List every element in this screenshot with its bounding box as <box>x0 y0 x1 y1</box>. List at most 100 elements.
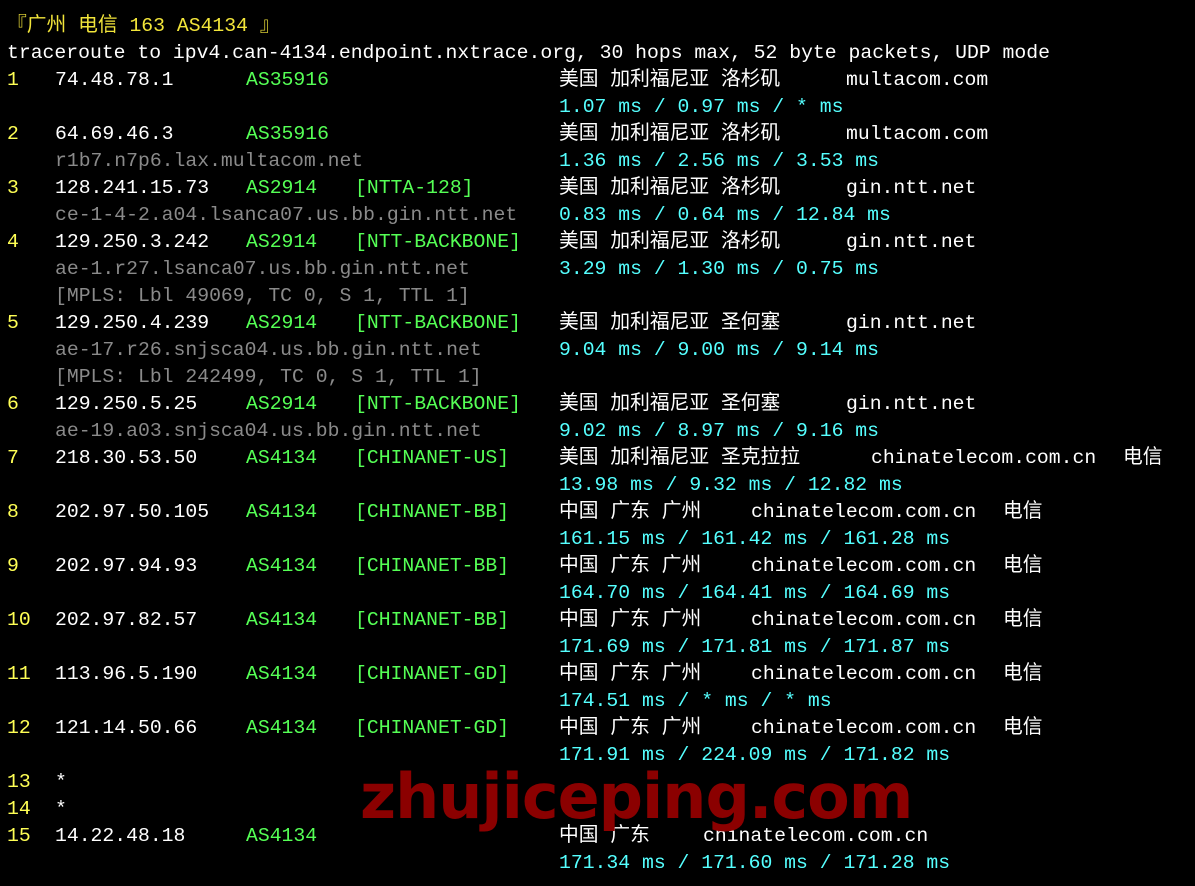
hop-asn: AS4134 <box>246 825 318 847</box>
hop-org-domain: gin.ntt.net <box>846 312 977 334</box>
hop-ip: 113.96.5.190 <box>55 663 198 685</box>
hop-org-domain: chinatelecom.com.cn <box>871 447 1097 469</box>
hop-asn: AS4134 <box>246 447 318 469</box>
hop-number: 4 <box>7 231 19 253</box>
hop-reverse-dns: ae-19.a03.snjsca04.us.bb.gin.ntt.net <box>55 420 482 442</box>
hop-number: 12 <box>7 717 31 739</box>
hop-number: 3 <box>7 177 19 199</box>
hop-isp: 电信 <box>1003 555 1043 577</box>
hop-isp: 电信 <box>1003 609 1043 631</box>
hop-rtt: 9.02 ms / 8.97 ms / 9.16 ms <box>559 420 880 442</box>
hop-rtt: 171.91 ms / 224.09 ms / 171.82 ms <box>559 744 951 766</box>
hop-org-domain: chinatelecom.com.cn <box>751 717 977 739</box>
hop-network-tag: [NTTA-128] <box>355 177 474 199</box>
hop-geo-location: 中国 广东 广州 <box>559 555 702 577</box>
hop-rtt: 1.36 ms / 2.56 ms / 3.53 ms <box>559 150 880 172</box>
hop-asn: AS2914 <box>246 393 318 415</box>
hop-isp: 电信 <box>1003 663 1043 685</box>
hop-network-tag: [CHINANET-BB] <box>355 501 510 523</box>
hop-ip: 202.97.94.93 <box>55 555 198 577</box>
hop-number: 8 <box>7 501 19 523</box>
hop-rtt: 13.98 ms / 9.32 ms / 12.82 ms <box>559 474 903 496</box>
hop-org-domain: chinatelecom.com.cn <box>751 501 977 523</box>
hop-asn: AS4134 <box>246 501 318 523</box>
hop-asn: AS2914 <box>246 231 318 253</box>
hop-rtt: 3.29 ms / 1.30 ms / 0.75 ms <box>559 258 880 280</box>
hop-geo-location: 美国 加利福尼亚 圣克拉拉 <box>559 447 800 469</box>
hop-ip: 202.97.82.57 <box>55 609 198 631</box>
hop-number: 15 <box>7 825 31 847</box>
hop-asn: AS4134 <box>246 555 318 577</box>
hop-rtt: 171.34 ms / 171.60 ms / 171.28 ms <box>559 852 951 874</box>
watermark: zhujiceping.com <box>360 760 913 833</box>
hop-rtt: 9.04 ms / 9.00 ms / 9.14 ms <box>559 339 880 361</box>
hop-number: 11 <box>7 663 31 685</box>
hop-network-tag: [CHINANET-GD] <box>355 717 510 739</box>
hop-geo-location: 美国 加利福尼亚 洛杉矶 <box>559 69 781 91</box>
hop-ip: 64.69.46.3 <box>55 123 174 145</box>
hop-geo-location: 美国 加利福尼亚 洛杉矶 <box>559 123 781 145</box>
hop-reverse-dns: ae-17.r26.snjsca04.us.bb.gin.ntt.net <box>55 339 482 361</box>
hop-asn: AS2914 <box>246 312 318 334</box>
hop-mpls-label: [MPLS: Lbl 49069, TC 0, S 1, TTL 1] <box>55 285 470 307</box>
hop-number: 6 <box>7 393 19 415</box>
hop-ip: * <box>55 771 67 793</box>
hop-geo-location: 美国 加利福尼亚 圣何塞 <box>559 312 781 334</box>
hop-reverse-dns: ae-1.r27.lsanca07.us.bb.gin.ntt.net <box>55 258 470 280</box>
hop-network-tag: [NTT-BACKBONE] <box>355 312 521 334</box>
hop-rtt: 1.07 ms / 0.97 ms / * ms <box>559 96 844 118</box>
hop-reverse-dns: ce-1-4-2.a04.lsanca07.us.bb.gin.ntt.net <box>55 204 518 226</box>
hop-rtt: 171.69 ms / 171.81 ms / 171.87 ms <box>559 636 951 658</box>
hop-number: 2 <box>7 123 19 145</box>
traceroute-header: traceroute to ipv4.can-4134.endpoint.nxt… <box>7 42 1050 64</box>
trace-title: 『广州 电信 163 AS4134 』 <box>7 15 280 37</box>
hop-network-tag: [CHINANET-BB] <box>355 609 510 631</box>
hop-geo-location: 中国 广东 <box>559 825 650 847</box>
hop-ip: 129.250.4.239 <box>55 312 210 334</box>
hop-ip: 129.250.5.25 <box>55 393 198 415</box>
hop-org-domain: chinatelecom.com.cn <box>751 609 977 631</box>
hop-asn: AS35916 <box>246 69 329 91</box>
hop-ip: 128.241.15.73 <box>55 177 210 199</box>
hop-geo-location: 美国 加利福尼亚 圣何塞 <box>559 393 781 415</box>
hop-number: 7 <box>7 447 19 469</box>
hop-org-domain: multacom.com <box>846 69 989 91</box>
hop-number: 1 <box>7 69 19 91</box>
hop-network-tag: [CHINANET-BB] <box>355 555 510 577</box>
hop-network-tag: [CHINANET-US] <box>355 447 510 469</box>
hop-org-domain: gin.ntt.net <box>846 177 977 199</box>
hop-ip: * <box>55 798 67 820</box>
hop-ip: 202.97.50.105 <box>55 501 210 523</box>
hop-mpls-label: [MPLS: Lbl 242499, TC 0, S 1, TTL 1] <box>55 366 482 388</box>
hop-number: 14 <box>7 798 31 820</box>
hop-org-domain: chinatelecom.com.cn <box>751 663 977 685</box>
hop-asn: AS4134 <box>246 609 318 631</box>
hop-isp: 电信 <box>1003 501 1043 523</box>
hop-geo-location: 中国 广东 广州 <box>559 501 702 523</box>
hop-number: 5 <box>7 312 19 334</box>
hop-geo-location: 美国 加利福尼亚 洛杉矶 <box>559 231 781 253</box>
hop-asn: AS2914 <box>246 177 318 199</box>
hop-asn: AS35916 <box>246 123 329 145</box>
hop-number: 10 <box>7 609 31 631</box>
hop-geo-location: 中国 广东 广州 <box>559 663 702 685</box>
hop-rtt: 0.83 ms / 0.64 ms / 12.84 ms <box>559 204 891 226</box>
hop-asn: AS4134 <box>246 717 318 739</box>
hop-number: 13 <box>7 771 31 793</box>
hop-ip: 14.22.48.18 <box>55 825 186 847</box>
hop-asn: AS4134 <box>246 663 318 685</box>
hop-org-domain: gin.ntt.net <box>846 393 977 415</box>
hop-ip: 129.250.3.242 <box>55 231 210 253</box>
hop-network-tag: [NTT-BACKBONE] <box>355 393 521 415</box>
hop-geo-location: 美国 加利福尼亚 洛杉矶 <box>559 177 781 199</box>
hop-reverse-dns: r1b7.n7p6.lax.multacom.net <box>55 150 364 172</box>
hop-network-tag: [NTT-BACKBONE] <box>355 231 521 253</box>
hop-ip: 218.30.53.50 <box>55 447 198 469</box>
hop-geo-location: 中国 广东 广州 <box>559 609 702 631</box>
hop-isp: 电信 <box>1123 447 1163 469</box>
hop-org-domain: chinatelecom.com.cn <box>751 555 977 577</box>
hop-number: 9 <box>7 555 19 577</box>
hop-ip: 74.48.78.1 <box>55 69 174 91</box>
hop-isp: 电信 <box>1003 717 1043 739</box>
hop-geo-location: 中国 广东 广州 <box>559 717 702 739</box>
